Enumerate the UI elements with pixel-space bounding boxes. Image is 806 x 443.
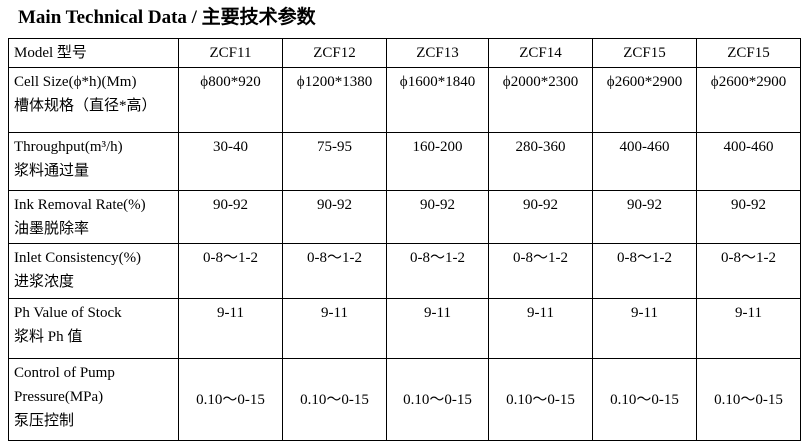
label-line: 进浆浓度 <box>14 274 75 290</box>
header-cell: Model 型号 <box>8 38 179 68</box>
value-cell: 9-11 <box>178 298 283 359</box>
label-line: 槽体规格（直径*高） <box>14 98 157 114</box>
value-cell: 0-8～1-2 <box>282 243 387 299</box>
header-cell: ZCF13 <box>386 38 489 68</box>
table-row: Control of Pump Pressure(MPa) 泵压控制 0.10～0-1… <box>8 358 801 441</box>
table-row: Cell Size(ϕ*h)(Mm) 槽体规格（直径*高） ϕ800*920 ϕ120… <box>8 67 801 133</box>
title: Main Technical Data / 主要技术参数 <box>18 7 316 28</box>
value-cell: 0-8～1-2 <box>386 243 489 299</box>
header-cell: ZCF11 <box>178 38 283 68</box>
value-cell: 0.10～0-15 <box>282 358 387 441</box>
label-line: 油墨脱除率 <box>14 221 90 237</box>
table-row: Throughput(m³/h) 浆料通过量 30-40 75-95 160-200 28… <box>8 132 801 191</box>
header-cell: ZCF14 <box>488 38 593 68</box>
value-cell: 400-460 <box>592 132 697 191</box>
header-cell: ZCF15 <box>592 38 697 68</box>
header-cell: ZCF12 <box>282 38 387 68</box>
value-cell: 90-92 <box>488 190 593 244</box>
data-table: Model 型号 ZCF11 ZCF12 ZCF13 ZCF14 ZCF15 ZCF15 Ce… <box>8 38 801 441</box>
table-row: Inlet Consistency(%) 进浆浓度 0-8～1-2 0-8～1-2 0-… <box>8 243 801 299</box>
label-line: 浆料通过量 <box>14 163 90 179</box>
value-cell: 90-92 <box>282 190 387 244</box>
value-cell: 90-92 <box>592 190 697 244</box>
row-label: Ph Value of Stock 浆料 Ph 值 <box>8 298 179 359</box>
value-cell: ϕ1200*1380 <box>282 67 387 133</box>
header-cell: ZCF15 <box>696 38 801 68</box>
label-line: Ink Removal Rate(%) <box>14 197 146 213</box>
value-cell: ϕ1600*1840 <box>386 67 489 133</box>
label-line: Pressure(MPa) <box>14 389 104 405</box>
value-cell: 0.10～0-15 <box>488 358 593 441</box>
value-cell: 160-200 <box>386 132 489 191</box>
table-row: Ph Value of Stock 浆料 Ph 值 9-11 9-11 9-11 9-11… <box>8 298 801 359</box>
value-cell: 0-8～1-2 <box>178 243 283 299</box>
row-label: Ink Removal Rate(%) 油墨脱除率 <box>8 190 179 244</box>
value-cell: 9-11 <box>592 298 697 359</box>
row-label: Throughput(m³/h) 浆料通过量 <box>8 132 179 191</box>
value-cell: 90-92 <box>386 190 489 244</box>
value-cell: 0.10～0-15 <box>592 358 697 441</box>
value-cell: 9-11 <box>282 298 387 359</box>
value-cell: ϕ2600*2900 <box>592 67 697 133</box>
label-line: 浆料 Ph 值 <box>14 329 83 345</box>
value-cell: 0-8～1-2 <box>488 243 593 299</box>
label-line: Cell Size(ϕ*h)(Mm) <box>14 74 137 90</box>
header-row: Model 型号 ZCF11 ZCF12 ZCF13 ZCF14 ZCF15 ZCF15 <box>8 38 801 68</box>
value-cell: 280-360 <box>488 132 593 191</box>
value-cell: 90-92 <box>178 190 283 244</box>
value-cell: 90-92 <box>696 190 801 244</box>
value-cell: ϕ800*920 <box>178 67 283 133</box>
value-cell: ϕ2000*2300 <box>488 67 593 133</box>
value-cell: 9-11 <box>696 298 801 359</box>
label-line: Control of Pump <box>14 365 115 381</box>
table-row: Ink Removal Rate(%) 油墨脱除率 90-92 90-92 90-92 9… <box>8 190 801 244</box>
row-label: Inlet Consistency(%) 进浆浓度 <box>8 243 179 299</box>
row-label: Cell Size(ϕ*h)(Mm) 槽体规格（直径*高） <box>8 67 179 133</box>
value-cell: 75-95 <box>282 132 387 191</box>
label-line: 泵压控制 <box>14 413 75 429</box>
value-cell: 30-40 <box>178 132 283 191</box>
value-cell: 0-8～1-2 <box>696 243 801 299</box>
label-line: Ph Value of Stock <box>14 305 122 321</box>
value-cell: ϕ2600*2900 <box>696 67 801 133</box>
value-cell: 0.10～0-15 <box>178 358 283 441</box>
label-line: Inlet Consistency(%) <box>14 250 142 266</box>
value-cell: 9-11 <box>488 298 593 359</box>
value-cell: 0.10～0-15 <box>386 358 489 441</box>
label-line: Throughput(m³/h) <box>14 139 123 155</box>
value-cell: 9-11 <box>386 298 489 359</box>
row-label: Control of Pump Pressure(MPa) 泵压控制 <box>8 358 179 441</box>
value-cell: 400-460 <box>696 132 801 191</box>
value-cell: 0.10～0-15 <box>696 358 801 441</box>
value-cell: 0-8～1-2 <box>592 243 697 299</box>
